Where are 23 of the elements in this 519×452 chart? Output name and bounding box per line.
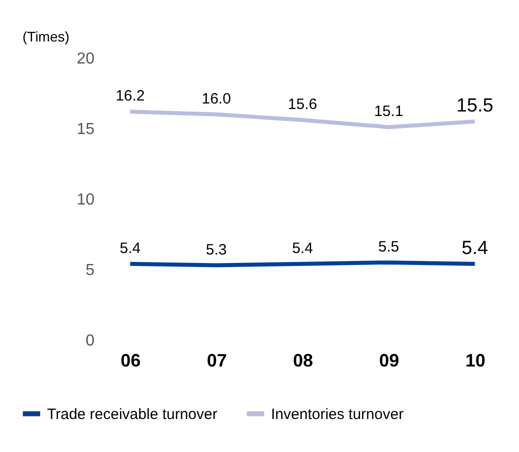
data-label: 15.1 [374,103,404,120]
x-tick-label: 08 [292,350,314,370]
data-label: 5.4 [292,240,313,257]
y-axis-title: (Times) [22,28,70,44]
data-label: 5.4 [462,238,488,259]
x-tick-label: 10 [465,350,486,370]
x-tick-label: 06 [120,350,141,370]
data-label: 16.2 [116,88,145,105]
y-tick-label: 10 [76,192,95,208]
y-tick-label: 0 [86,332,95,350]
x-tick-label: 07 [206,350,227,370]
data-label: 16.0 [202,90,231,108]
y-tick-label: 15 [76,121,95,138]
data-label: 15.5 [456,95,494,116]
data-label: 5.4 [120,240,141,257]
legend-label: Inventories turnover [271,406,404,423]
legend-label: Trade receivable turnover [47,406,218,423]
data-label: 15.6 [288,96,318,114]
data-label: 5.3 [206,241,227,258]
y-tick-label: 5 [86,262,95,279]
x-tick-label: 09 [379,350,400,370]
y-tick-label: 20 [76,50,95,68]
data-label: 5.5 [378,238,400,256]
